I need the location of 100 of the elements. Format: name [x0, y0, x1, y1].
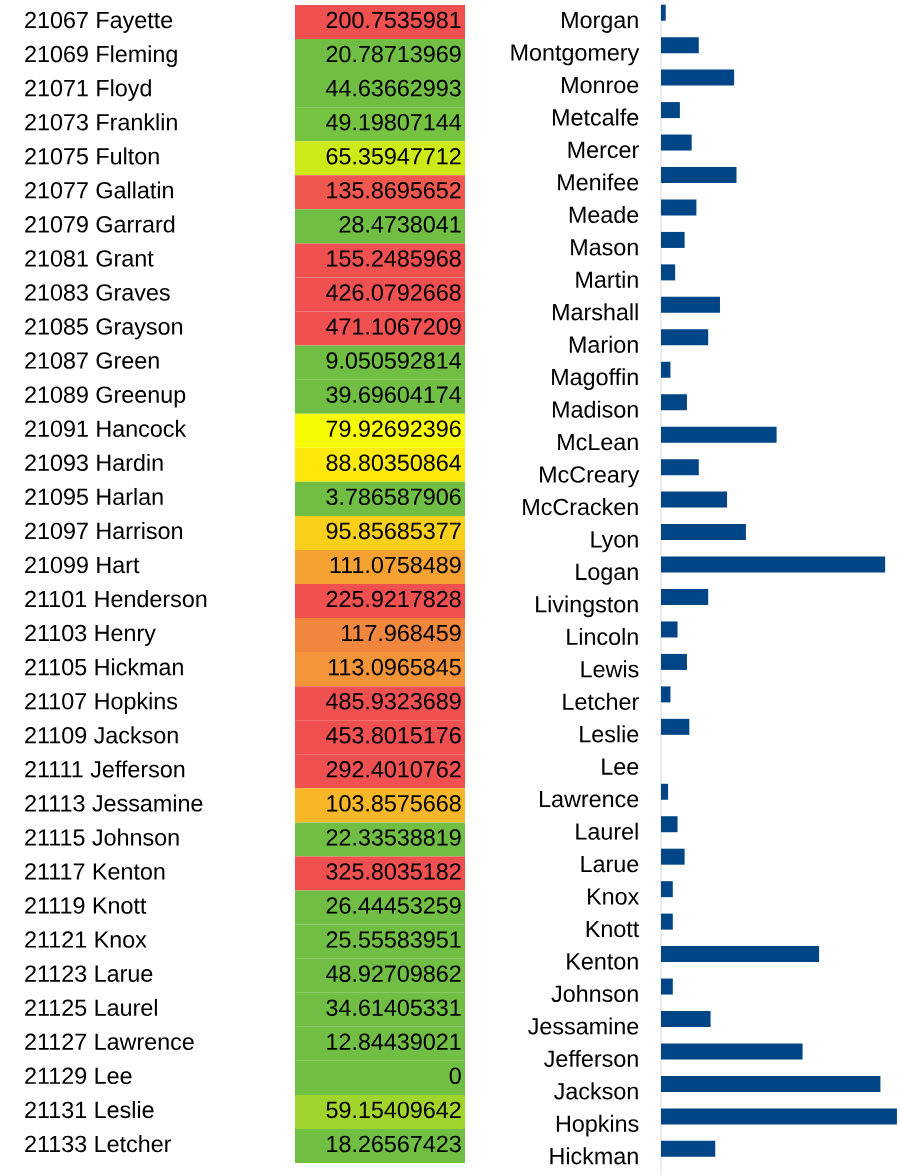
- y-tick-label: 21067 Fayette: [25, 11, 173, 33]
- y-tick-label: 21127 Lawrence: [25, 1033, 194, 1051]
- bar: [661, 69, 735, 86]
- y-tick-label: Hopkins: [556, 1114, 639, 1137]
- data-label: 95.85685377: [326, 522, 461, 540]
- bar: [661, 167, 737, 184]
- y-tick-label: Kenton: [567, 953, 638, 970]
- bar: [661, 361, 671, 378]
- y-tick-label: 21083 Graves: [25, 284, 170, 301]
- data-label: 49.19807144: [326, 113, 462, 131]
- bar: [661, 524, 746, 541]
- y-tick-label: Larue: [581, 855, 639, 873]
- bar: [661, 816, 678, 833]
- data-label: 200.7535981: [326, 11, 461, 29]
- y-tick-label: Knox: [588, 888, 640, 905]
- data-label: 471.1067209: [326, 318, 461, 335]
- y-tick-label: 21111 Jefferson: [25, 760, 185, 778]
- y-tick-label: Meade: [569, 205, 639, 224]
- data-label: 39.69604174: [326, 386, 462, 403]
- y-tick-label: 21069 Fleming: [25, 45, 177, 67]
- bar: [661, 102, 680, 119]
- y-tick-label: Logan: [576, 563, 638, 585]
- data-label: 26.44453259: [326, 897, 461, 914]
- data-label: 325.8035182: [326, 863, 461, 880]
- data-label: 0: [449, 1067, 461, 1085]
- y-tick-label: Montgomery: [511, 44, 640, 66]
- y-tick-label: Leslie: [580, 725, 639, 743]
- y-tick-label: Knott: [586, 920, 640, 938]
- y-tick-label: Marshall: [553, 303, 638, 321]
- bar: [661, 686, 671, 703]
- y-tick-label: Metcalfe: [553, 108, 639, 126]
- data-label: 12.84439021: [327, 1033, 461, 1051]
- bar: [661, 946, 820, 963]
- y-tick-label: Lincoln: [567, 627, 638, 646]
- y-tick-label: 21105 Hickman: [25, 658, 183, 676]
- data-label: 113.0965845: [329, 658, 461, 676]
- y-tick-label: 21093 Hardin: [25, 453, 163, 472]
- y-tick-label: Lyon: [591, 531, 638, 553]
- y-tick-label: Madison: [553, 400, 638, 418]
- data-label: 59.15409642: [326, 1101, 461, 1119]
- bar: [661, 848, 685, 865]
- data-label: 28.4738041: [339, 216, 461, 233]
- bar: [661, 783, 669, 800]
- bar: [661, 589, 709, 605]
- bar: [661, 491, 728, 508]
- y-tick-label: 21129 Lee: [25, 1067, 132, 1085]
- y-tick-label: Mercer: [568, 141, 639, 159]
- bar: [661, 459, 699, 476]
- data-label: 18.26567423: [327, 1135, 461, 1153]
- y-tick-label: McLean: [558, 433, 638, 451]
- y-tick-label: Hickman: [550, 1147, 638, 1165]
- data-label: 426.0792668: [326, 284, 461, 301]
- bar: [661, 653, 687, 670]
- data-label: 88.80350864: [326, 454, 462, 472]
- bar: [661, 1011, 711, 1027]
- data-label: 9.050592814: [326, 352, 462, 369]
- data-label: 20.78713969: [326, 45, 461, 63]
- y-tick-label: 21103 Henry: [25, 624, 156, 646]
- bar: [661, 231, 685, 248]
- bar: [661, 329, 709, 346]
- y-tick-label: Lewis: [581, 660, 639, 678]
- y-tick-label: 21101 Henderson: [25, 590, 207, 608]
- y-tick-label: 21121 Knox: [25, 931, 147, 948]
- y-tick-label: McCracken: [523, 498, 638, 516]
- y-tick-label: 21071 Floyd: [25, 79, 151, 101]
- bar: [661, 1075, 881, 1092]
- y-tick-label: Magoffin: [552, 368, 638, 390]
- data-label: 34.61405331: [326, 999, 461, 1016]
- y-tick-label: Jackson: [554, 1082, 638, 1100]
- data-label: 111.0758489: [330, 556, 461, 574]
- y-tick-label: Letcher: [563, 692, 639, 710]
- y-tick-label: 21117 Kenton: [25, 863, 165, 880]
- data-label: 453.8015176: [326, 726, 461, 744]
- y-tick-label: 21085 Grayson: [25, 318, 183, 340]
- y-tick-label: 21081 Grant: [25, 250, 154, 267]
- y-tick-label: Lawrence: [540, 791, 639, 808]
- y-tick-label: 21079 Garrard: [25, 215, 175, 233]
- y-tick-label: Livingston: [536, 595, 638, 618]
- bar: [661, 264, 676, 281]
- data-label: 79.92692396: [326, 420, 461, 437]
- y-tick-label: Jessamine: [528, 1017, 639, 1035]
- y-tick-label: Lee: [602, 758, 639, 775]
- y-tick-label: Johnson: [551, 984, 638, 1003]
- bar: [661, 1140, 716, 1157]
- data-label: 48.92709862: [326, 965, 461, 982]
- y-tick-label: 21091 Hancock: [25, 419, 187, 437]
- y-tick-label: McCreary: [540, 466, 640, 488]
- bar: [661, 556, 886, 573]
- bar: [661, 426, 777, 443]
- y-tick-label: 21095 Harlan: [25, 487, 163, 506]
- data-label: 25.55583951: [326, 931, 461, 948]
- data-label: 44.63662993: [326, 79, 461, 97]
- y-tick-label: 21087 Green: [25, 352, 159, 369]
- y-tick-label: 21109 Jackson: [25, 726, 178, 744]
- y-tick-label: Morgan: [562, 11, 638, 33]
- y-tick-label: 21123 Larue: [25, 965, 153, 982]
- bar: [661, 37, 699, 54]
- y-tick-label: 21133 Letcher: [25, 1135, 172, 1153]
- data-label: 225.9217828: [326, 590, 461, 608]
- y-tick-label: Laurel: [576, 822, 638, 840]
